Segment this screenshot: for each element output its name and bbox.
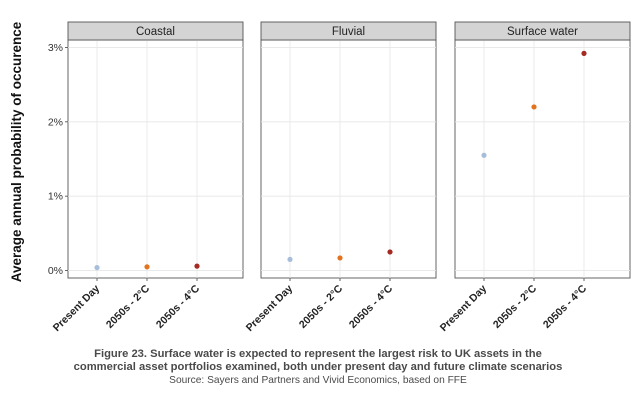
data-point <box>287 256 293 263</box>
y-tick-label: 3% <box>48 42 63 54</box>
x-tick-label: 2050s - 2°C <box>297 282 345 330</box>
x-tick-label: Present Day <box>51 283 103 335</box>
data-point <box>194 263 200 269</box>
x-tick-label: 2050s - 4°C <box>154 282 202 330</box>
panel-fluvial: Fluvial Present Day 2050s - 2°C 2050s - 4°C <box>244 21 437 335</box>
panel-frame <box>454 39 631 279</box>
data-point <box>581 50 587 56</box>
panel-strip <box>454 21 631 41</box>
data-point <box>531 104 537 110</box>
caption-source: Source: Sayers and Partners and Vivid Ec… <box>169 375 467 386</box>
panel-coastal: Coastal Present Day 2050s - 2°C 2050s - 4°C… <box>48 21 244 335</box>
y-tick-label: 2% <box>48 116 63 128</box>
caption-title-line-2: commercial asset portfolios examined, bo… <box>73 361 563 373</box>
panel-frame <box>260 39 437 279</box>
y-tick-label: 1% <box>48 191 63 203</box>
caption-title-line-1: Figure 23. Surface water is expected to … <box>94 348 542 360</box>
x-tick-label: 2050s - 2°C <box>104 282 152 330</box>
x-tick-label: 2050s - 2°C <box>491 282 539 330</box>
panel-title: Surface water <box>507 26 578 38</box>
y-tick-label: 0% <box>48 265 63 277</box>
data-point <box>144 264 150 270</box>
faceted-scatter-chart: Average annual probability of occurence … <box>9 21 631 335</box>
figure-caption: Figure 23. Surface water is expected to … <box>0 348 636 387</box>
x-tick-label: Present Day <box>438 283 490 335</box>
data-point <box>94 264 100 271</box>
x-tick-label: 2050s - 4°C <box>347 282 395 330</box>
panel-frame <box>67 39 244 279</box>
panel-strip <box>260 21 437 41</box>
data-point <box>337 255 343 261</box>
x-tick-label: 2050s - 4°C <box>541 282 589 330</box>
panel-strip <box>67 21 244 41</box>
panel-surface-water: Surface water Present Day 2050s - 2°C 2050s… <box>438 21 631 335</box>
panel-title: Coastal <box>136 26 175 38</box>
panel-title: Fluvial <box>332 26 365 38</box>
data-point <box>387 249 393 255</box>
data-point <box>481 152 487 158</box>
x-tick-label: Present Day <box>244 283 296 335</box>
y-axis-label: Average annual probability of occurence <box>9 21 24 282</box>
